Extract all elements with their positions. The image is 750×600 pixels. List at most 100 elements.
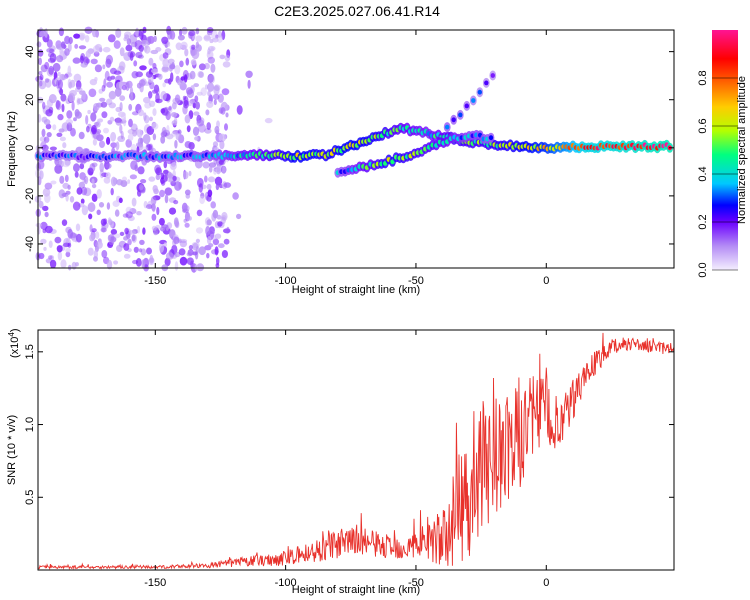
heatmap-noise-cell	[211, 212, 217, 222]
heatmap-noise-cell	[195, 245, 200, 254]
heatmap-noise-cell	[108, 102, 117, 109]
heatmap-noise-cell	[175, 42, 183, 51]
heatmap-noise-cell	[174, 65, 181, 75]
heatmap-noise-cell	[117, 135, 126, 142]
heatmap-noise-cell	[122, 213, 129, 218]
heatmap-noise-cell	[221, 166, 226, 174]
heatmap-noise-cell	[103, 176, 111, 184]
heatmap-noise-cell	[74, 43, 79, 49]
heatmap-noise-cell	[91, 228, 97, 233]
heatmap-noise-cell	[116, 179, 123, 186]
heatmap-branches	[34, 70, 674, 178]
heatmap-noise-cell	[184, 141, 192, 149]
colorbar: 0.0 0.2 0.4 0.6 0.8 Normalized spectral ampl…	[697, 30, 748, 278]
heatmap-noise-cell	[133, 246, 139, 253]
heatmap-noise-cell	[215, 263, 220, 268]
heatmap-noise-cell	[71, 101, 75, 111]
heatmap-noise-cell	[151, 213, 157, 221]
upper-wisp-cell	[458, 112, 463, 118]
heatmap-noise-cell	[86, 125, 90, 133]
heatmap-noise-cell	[206, 122, 211, 131]
heatmap-noise-cell	[173, 236, 180, 245]
heatmap-noise-cell	[148, 257, 155, 266]
heatmap-noise-cell	[196, 91, 203, 96]
heatmap-noise-cell	[119, 231, 125, 236]
heatmap-noise-cell	[142, 227, 146, 235]
heatmap-noise-cell	[168, 207, 177, 215]
heatmap-noise-cell	[191, 44, 196, 50]
heatmap-noise-cell	[195, 238, 200, 243]
heatmap-noise-cell	[72, 57, 81, 64]
heatmap-noise-cell	[65, 251, 71, 258]
snr-x-tick-label: -100	[275, 577, 297, 589]
heatmap-noise-cell	[99, 97, 106, 102]
heatmap-noise-cell	[181, 26, 188, 35]
heatmap-noise-cell	[103, 78, 107, 89]
heatmap-noise-cell	[161, 36, 169, 44]
heatmap-noise-cell	[215, 183, 220, 191]
heatmap-noise-cell	[49, 255, 55, 261]
heatmap-noise-cell	[102, 46, 111, 53]
heatmap-noise-cell	[142, 134, 151, 144]
heatmap-noise-cell	[131, 197, 137, 207]
heatmap-noise-cell	[160, 180, 166, 186]
upper-wisp-cell	[451, 117, 456, 123]
heatmap-noise-cell	[42, 101, 46, 110]
heatmap-noise-cell	[236, 105, 243, 115]
heatmap-y-tick-label: 0	[24, 145, 36, 151]
heatmap-noise-cell	[221, 250, 228, 258]
heatmap-x-tick-label: -50	[408, 275, 424, 287]
heatmap-noise-cell	[64, 174, 69, 183]
heatmap-noise-cell	[171, 62, 175, 70]
heatmap-noise-cell	[78, 45, 87, 50]
heatmap-noise-cell	[89, 234, 95, 242]
heatmap-noise-cell	[99, 140, 105, 148]
heatmap-noise-cell	[135, 258, 142, 267]
heatmap-noise-cell	[215, 165, 221, 175]
heatmap-noise-cell	[219, 140, 225, 150]
heatmap-noise-cell	[213, 84, 221, 91]
colorbar-tick-label: 0.2	[697, 214, 709, 229]
heatmap-noise-cell	[64, 35, 71, 45]
heatmap-noise-cell	[43, 119, 51, 126]
heatmap-noise-cell	[207, 82, 215, 92]
colorbar-gradient	[712, 30, 738, 270]
heatmap-noise-cell	[193, 111, 200, 116]
heatmap-noise-cell	[163, 106, 170, 117]
heatmap-noise-cell	[126, 38, 132, 46]
heatmap-noise-cell	[37, 160, 45, 170]
heatmap-noise-cell	[198, 246, 206, 256]
heatmap-noise-cell	[158, 217, 165, 226]
heatmap-noise-cell	[52, 124, 57, 131]
heatmap-noise-cell	[61, 103, 65, 113]
snr-x-tick-label: -150	[144, 577, 166, 589]
heatmap-noise-cell	[185, 87, 193, 95]
heatmap-noise-cell	[101, 250, 108, 258]
heatmap-noise-cell	[135, 27, 140, 37]
heatmap-noise-cell	[45, 109, 53, 117]
heatmap-noise-cell	[189, 70, 196, 80]
heatmap-noise-cell	[162, 52, 169, 59]
heatmap-noise-cell	[185, 57, 190, 66]
heatmap-noise-cell	[148, 57, 154, 66]
heatmap-noise-cell	[92, 138, 97, 146]
heatmap-noise-cell	[148, 176, 156, 182]
colorbar-tick-label: 0.4	[697, 166, 709, 181]
heatmap-noise-cell	[218, 133, 226, 142]
heatmap-noise-cell	[62, 182, 70, 189]
heatmap-noise-cell	[184, 222, 190, 228]
heatmap-noise-cell	[194, 95, 199, 103]
heatmap-noise-cell	[125, 206, 133, 214]
heatmap-noise-cell	[112, 200, 120, 207]
heatmap-noise-cell	[214, 125, 220, 134]
heatmap-noise-cell	[226, 226, 230, 234]
snr-x-axis-label: Height of straight line (km)	[292, 584, 420, 596]
heatmap-noise-cell	[206, 101, 214, 108]
heatmap-noise-cell	[196, 263, 205, 272]
heatmap-noise-cell	[159, 189, 165, 198]
heatmap-noise-cell	[47, 57, 55, 63]
heatmap-noise-cell	[158, 243, 165, 253]
heatmap-noise-cell	[48, 52, 55, 58]
heatmap-noise-cell	[75, 223, 81, 232]
heatmap-noise-cell	[149, 100, 156, 108]
